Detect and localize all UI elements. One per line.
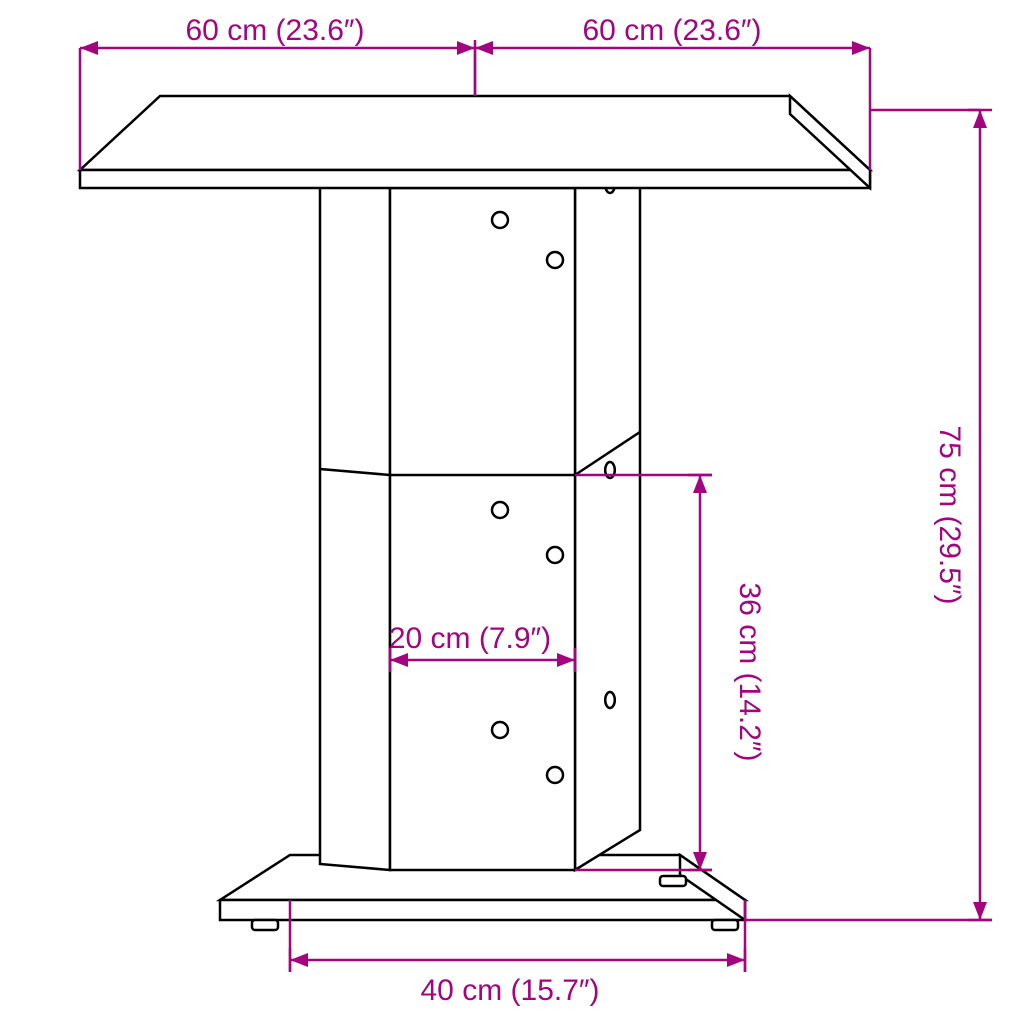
tabletop	[80, 96, 870, 170]
dim-label-shelf_height: 36 cm (14.2″)	[733, 582, 766, 761]
dim-label-width_top_right: 60 cm (23.6″)	[582, 14, 761, 47]
dim-label-column_width: 20 cm (7.9″)	[389, 622, 551, 655]
foot	[252, 920, 278, 930]
dim-label-height_right: 75 cm (29.5″)	[933, 425, 966, 604]
column-front	[390, 188, 575, 870]
column-side	[575, 138, 640, 870]
foot	[660, 876, 686, 886]
dim-label-depth_top_left: 60 cm (23.6″)	[185, 14, 364, 47]
base-front	[220, 900, 745, 920]
side-panel-back	[320, 174, 390, 870]
dim-label-base_width: 40 cm (15.7″)	[420, 974, 599, 1007]
tabletop-front-edge	[80, 170, 870, 188]
foot	[712, 920, 738, 930]
